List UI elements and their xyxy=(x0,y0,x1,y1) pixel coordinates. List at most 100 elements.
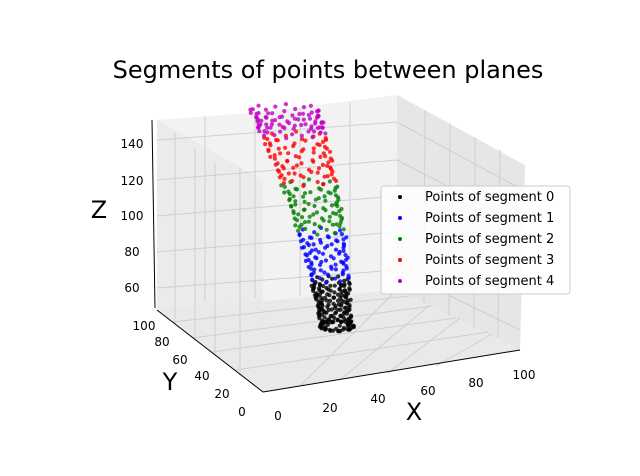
data-point xyxy=(301,147,306,152)
data-point xyxy=(317,292,323,297)
data-point xyxy=(275,168,280,173)
data-point xyxy=(306,243,311,248)
data-point xyxy=(309,124,314,129)
data-point xyxy=(325,243,330,249)
data-point xyxy=(257,129,262,134)
y-tick-label: 40 xyxy=(194,369,209,383)
data-point xyxy=(333,276,338,281)
data-point xyxy=(297,111,302,117)
data-point xyxy=(327,149,333,154)
data-point xyxy=(290,178,295,184)
data-point xyxy=(281,181,286,186)
data-point xyxy=(299,133,304,138)
data-point xyxy=(326,307,331,313)
data-point xyxy=(330,276,335,281)
data-point xyxy=(254,115,259,120)
data-point xyxy=(322,270,327,275)
data-point xyxy=(282,109,287,114)
data-point xyxy=(293,186,298,191)
data-point xyxy=(269,122,274,127)
data-point xyxy=(292,216,297,221)
data-point xyxy=(303,138,308,143)
data-point xyxy=(259,118,264,123)
data-point xyxy=(265,130,270,135)
data-point xyxy=(318,130,323,135)
data-point xyxy=(248,107,253,112)
x-axis-line xyxy=(262,349,521,393)
data-point xyxy=(333,305,338,310)
data-point xyxy=(311,212,316,217)
data-point xyxy=(272,156,277,161)
floor-pane xyxy=(157,290,520,392)
data-point xyxy=(337,224,342,229)
data-point xyxy=(320,298,325,303)
data-point xyxy=(320,304,325,309)
data-point xyxy=(334,222,339,227)
legend-entry: Points of segment 1 xyxy=(425,211,554,226)
data-point xyxy=(315,179,320,185)
data-point xyxy=(323,258,329,263)
data-point xyxy=(315,170,320,175)
data-point xyxy=(322,295,327,300)
data-point xyxy=(322,310,327,315)
data-point xyxy=(311,146,316,151)
data-point xyxy=(293,154,298,159)
data-point xyxy=(343,252,348,258)
legend-marker xyxy=(398,216,402,220)
data-point xyxy=(286,189,291,194)
data-point xyxy=(315,232,320,237)
data-point xyxy=(314,256,319,261)
data-point xyxy=(282,176,287,181)
data-point xyxy=(291,165,296,170)
data-point xyxy=(348,313,354,318)
data-point xyxy=(306,167,312,172)
data-point xyxy=(292,123,297,128)
data-point xyxy=(332,231,337,236)
data-point xyxy=(328,165,333,170)
data-point xyxy=(300,111,306,116)
y-tick-label: 80 xyxy=(154,335,169,349)
data-point xyxy=(323,154,328,159)
data-point xyxy=(347,286,352,291)
data-point xyxy=(325,272,330,277)
legend: Points of segment 0 Points of segment 1 Po… xyxy=(380,185,571,295)
data-point xyxy=(312,222,317,227)
data-point xyxy=(307,250,312,256)
data-point xyxy=(303,252,308,257)
data-point xyxy=(294,129,299,134)
data-point xyxy=(316,196,321,201)
data-point xyxy=(331,328,336,333)
data-point xyxy=(316,108,321,113)
data-point xyxy=(318,268,323,273)
data-point xyxy=(320,251,326,256)
data-point xyxy=(327,179,332,184)
legend-entry: Points of segment 4 xyxy=(425,274,554,289)
data-point xyxy=(335,318,340,323)
data-point xyxy=(327,219,332,224)
data-point xyxy=(278,129,283,134)
data-point xyxy=(329,307,334,312)
data-point xyxy=(300,137,305,142)
data-point xyxy=(327,327,332,332)
data-point xyxy=(280,124,285,130)
data-point xyxy=(348,297,353,302)
data-point xyxy=(303,122,308,127)
data-point xyxy=(311,150,316,155)
data-point xyxy=(326,160,331,165)
data-point xyxy=(258,122,263,127)
data-point xyxy=(299,161,304,166)
data-point xyxy=(326,235,331,240)
data-point xyxy=(322,315,327,320)
data-point xyxy=(301,237,306,242)
data-point xyxy=(344,235,349,240)
data-points xyxy=(248,102,356,334)
data-point xyxy=(317,125,322,130)
data-point xyxy=(317,276,322,281)
data-point xyxy=(336,329,341,334)
data-point xyxy=(291,126,296,131)
data-point xyxy=(323,198,328,203)
data-point xyxy=(310,135,315,140)
data-point xyxy=(344,264,349,269)
data-point xyxy=(286,121,292,126)
data-point xyxy=(327,293,332,298)
